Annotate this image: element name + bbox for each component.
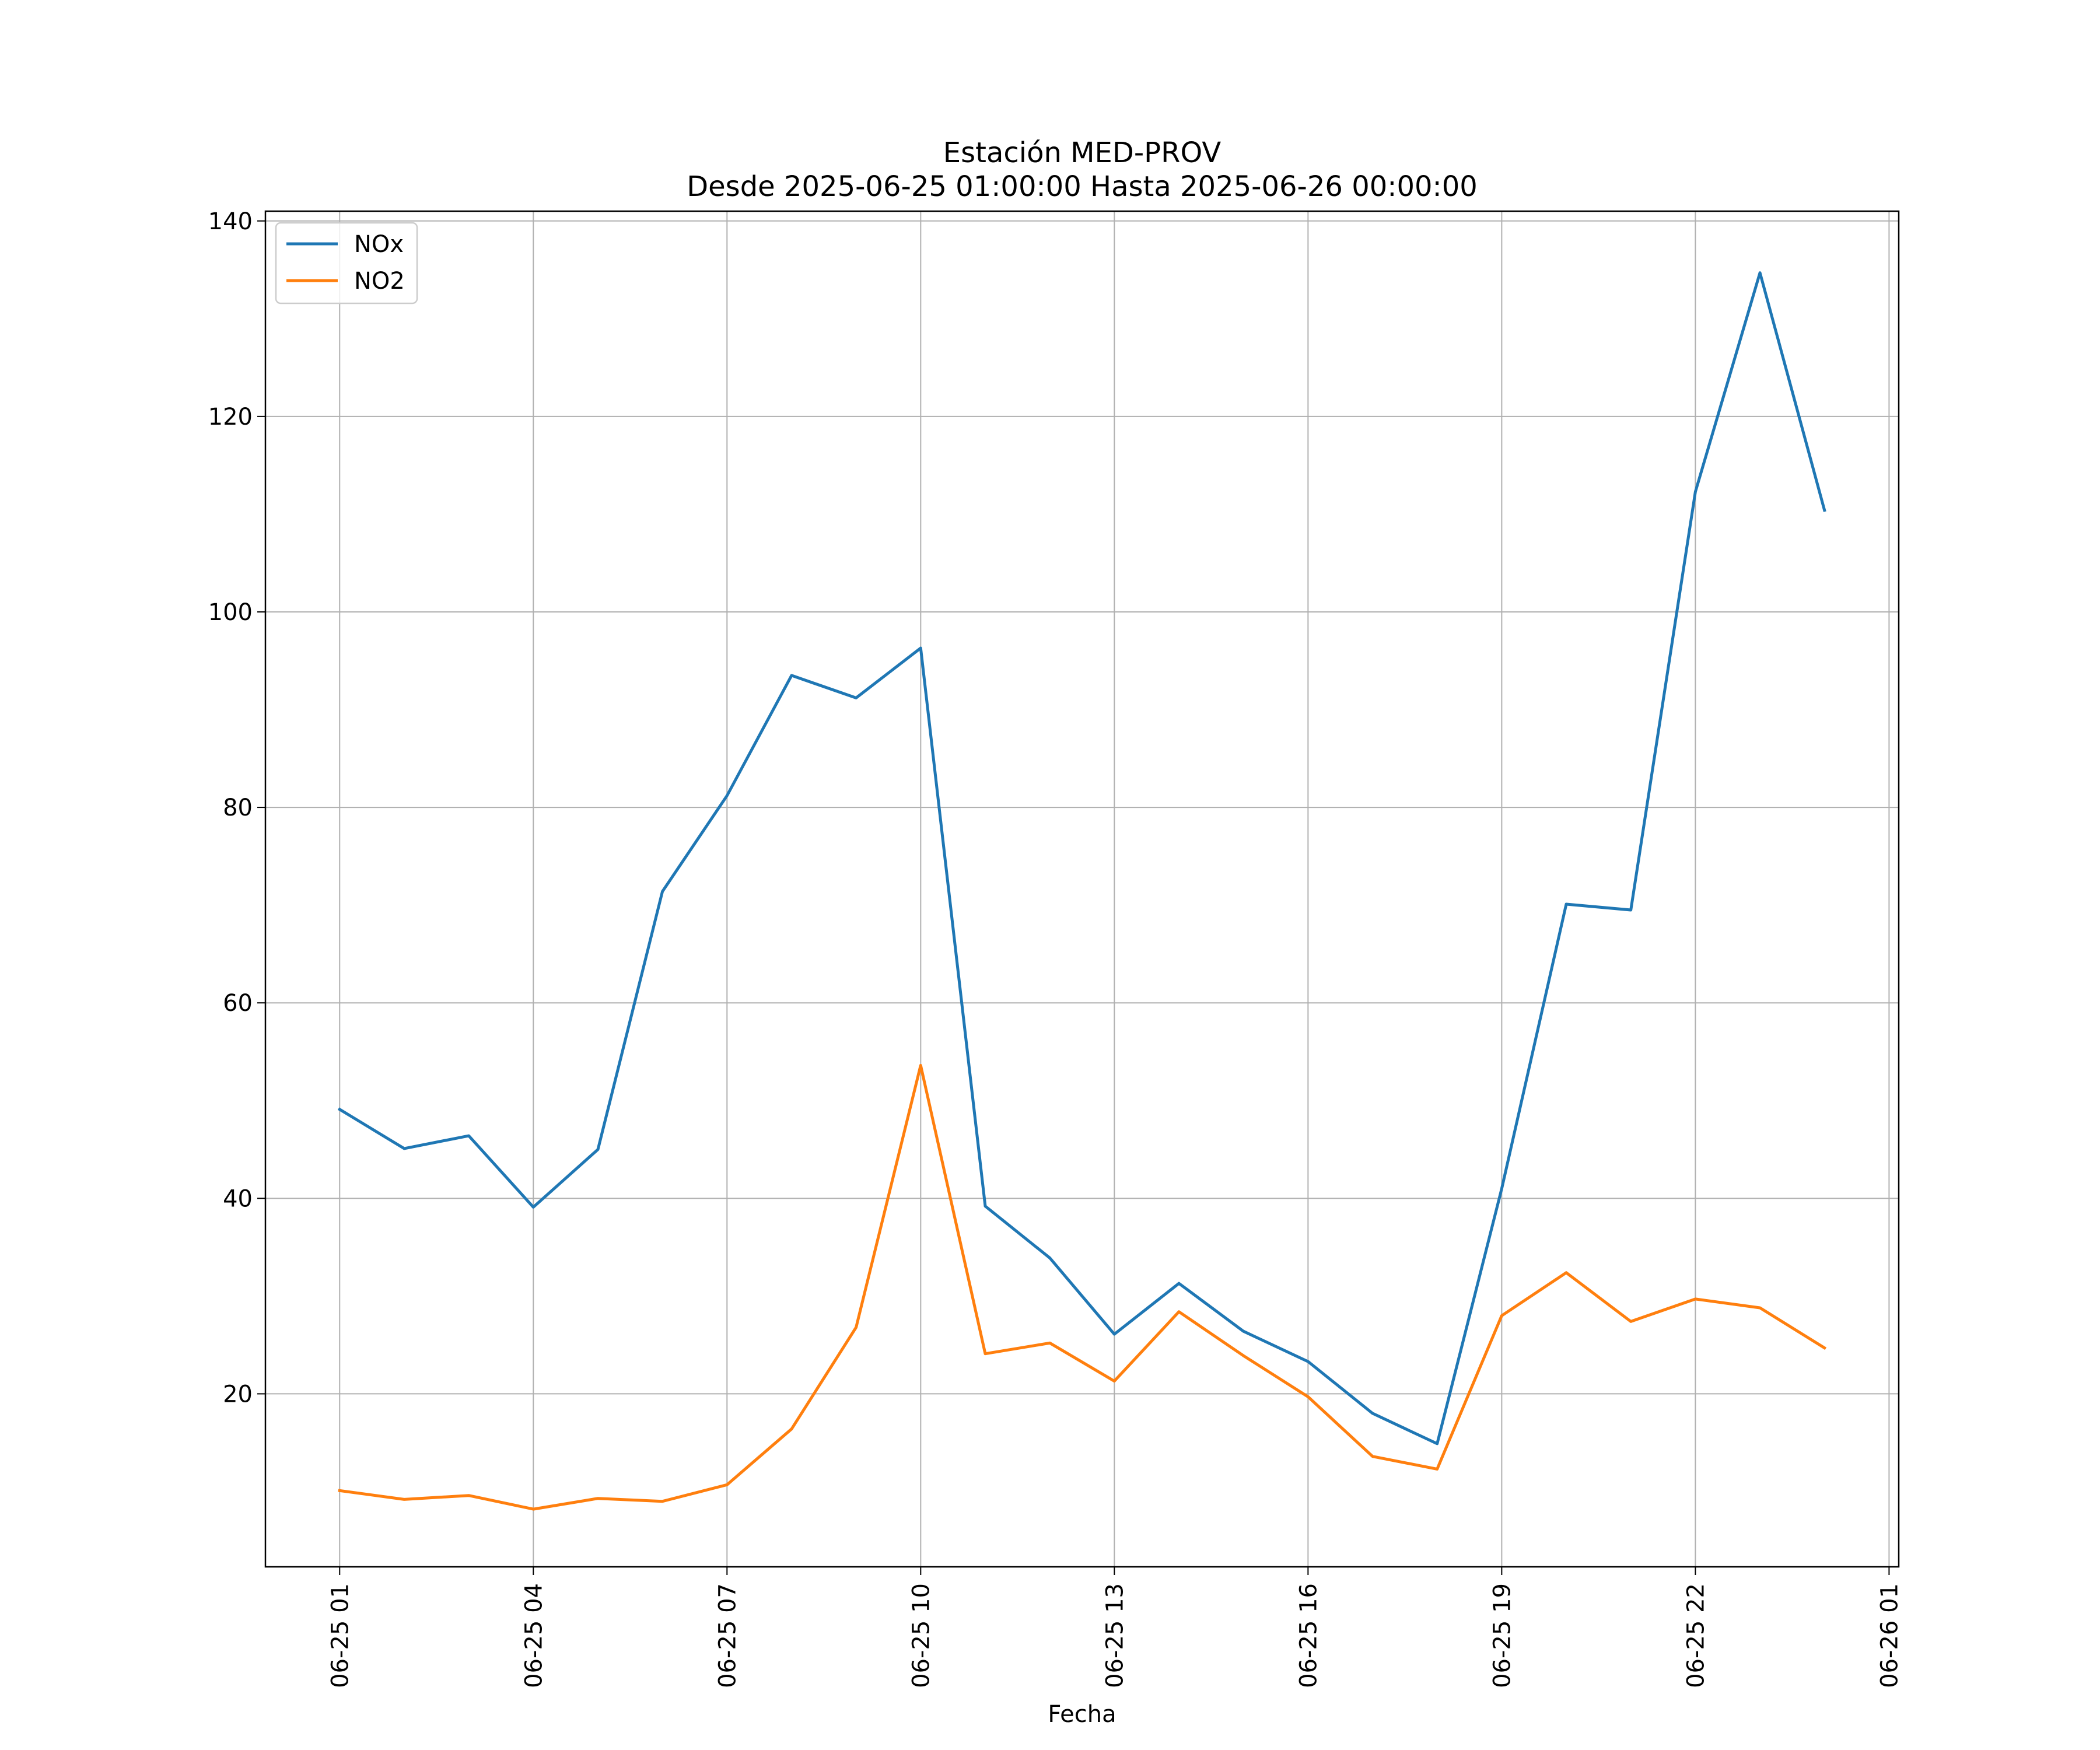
- y-axis: 20 40 60 80 100 120 140: [208, 208, 265, 1408]
- x-tick-label: 06-25 16: [1295, 1583, 1322, 1688]
- x-tick-label: 06-26 01: [1876, 1583, 1903, 1688]
- x-tick-label: 06-25 07: [714, 1583, 741, 1688]
- x-tick-label: 06-25 01: [327, 1583, 354, 1688]
- y-tick-label: 80: [223, 794, 253, 821]
- x-tick-label: 06-25 13: [1101, 1583, 1128, 1688]
- x-tick-label: 06-25 10: [908, 1583, 935, 1688]
- legend-label-no2: NO2: [354, 268, 405, 295]
- y-tick-label: 60: [223, 990, 253, 1017]
- y-tick-label: 140: [208, 208, 253, 235]
- x-axis: 06-25 01 06-25 04 06-25 07 06-25 10 06-25 13…: [327, 1567, 1903, 1688]
- legend-label-nox: NOx: [354, 231, 404, 258]
- y-tick-label: 40: [223, 1185, 253, 1212]
- x-tick-label: 06-25 22: [1682, 1583, 1709, 1688]
- plot-frame: [264, 210, 1900, 1568]
- y-tick-label: 120: [208, 404, 253, 430]
- x-tick-label: 06-25 19: [1489, 1583, 1516, 1688]
- legend: NOx NO2: [275, 222, 418, 304]
- chart-title: Estación MED-PROV: [943, 136, 1222, 169]
- grid: [265, 211, 1899, 1567]
- plot-series: [337, 271, 1827, 1511]
- chart-subtitle: Desde 2025-06-25 01:00:00 Hasta 2025-06-…: [687, 170, 1478, 203]
- series-line-nox: [337, 271, 1826, 1446]
- y-tick-label: 20: [223, 1381, 253, 1408]
- x-tick-label: 06-25 04: [520, 1583, 547, 1688]
- y-tick-label: 100: [208, 599, 253, 626]
- x-axis-label: Fecha: [1048, 1701, 1116, 1728]
- series-line-no2: [338, 1063, 1827, 1511]
